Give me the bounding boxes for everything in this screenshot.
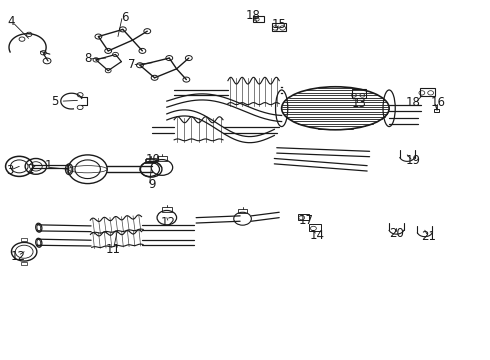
Bar [145,159,155,163]
Text: 13: 13 [352,98,367,111]
Bar [238,209,247,213]
Text: 17: 17 [299,214,314,227]
Bar [147,158,156,162]
Text: 4: 4 [8,15,15,28]
Text: 1: 1 [44,159,52,172]
Text: 10: 10 [146,153,161,166]
Text: 7: 7 [128,58,135,71]
Bar [157,156,167,161]
Bar [351,89,366,98]
Text: 12: 12 [160,216,175,229]
Bar [310,225,321,231]
Text: 18: 18 [406,96,421,109]
Text: 20: 20 [389,227,404,240]
Text: 11: 11 [105,243,121,256]
Text: 9: 9 [148,178,156,191]
Bar [420,88,435,96]
Text: 15: 15 [272,18,287,31]
Bar [253,16,264,22]
Text: 18: 18 [245,9,260,22]
Bar [434,109,440,112]
Text: 21: 21 [421,230,436,243]
Text: 16: 16 [431,96,446,109]
Text: 8: 8 [84,52,91,65]
Text: 5: 5 [51,95,58,108]
Bar [21,262,27,265]
Text: 2: 2 [26,163,34,176]
Bar [162,207,172,212]
Bar [298,214,310,220]
Text: 12: 12 [11,250,26,263]
Text: 19: 19 [406,154,421,167]
Bar [21,238,27,241]
Text: 3: 3 [6,164,13,177]
Text: 14: 14 [310,229,325,242]
Text: 6: 6 [122,11,129,24]
Bar [272,23,286,31]
